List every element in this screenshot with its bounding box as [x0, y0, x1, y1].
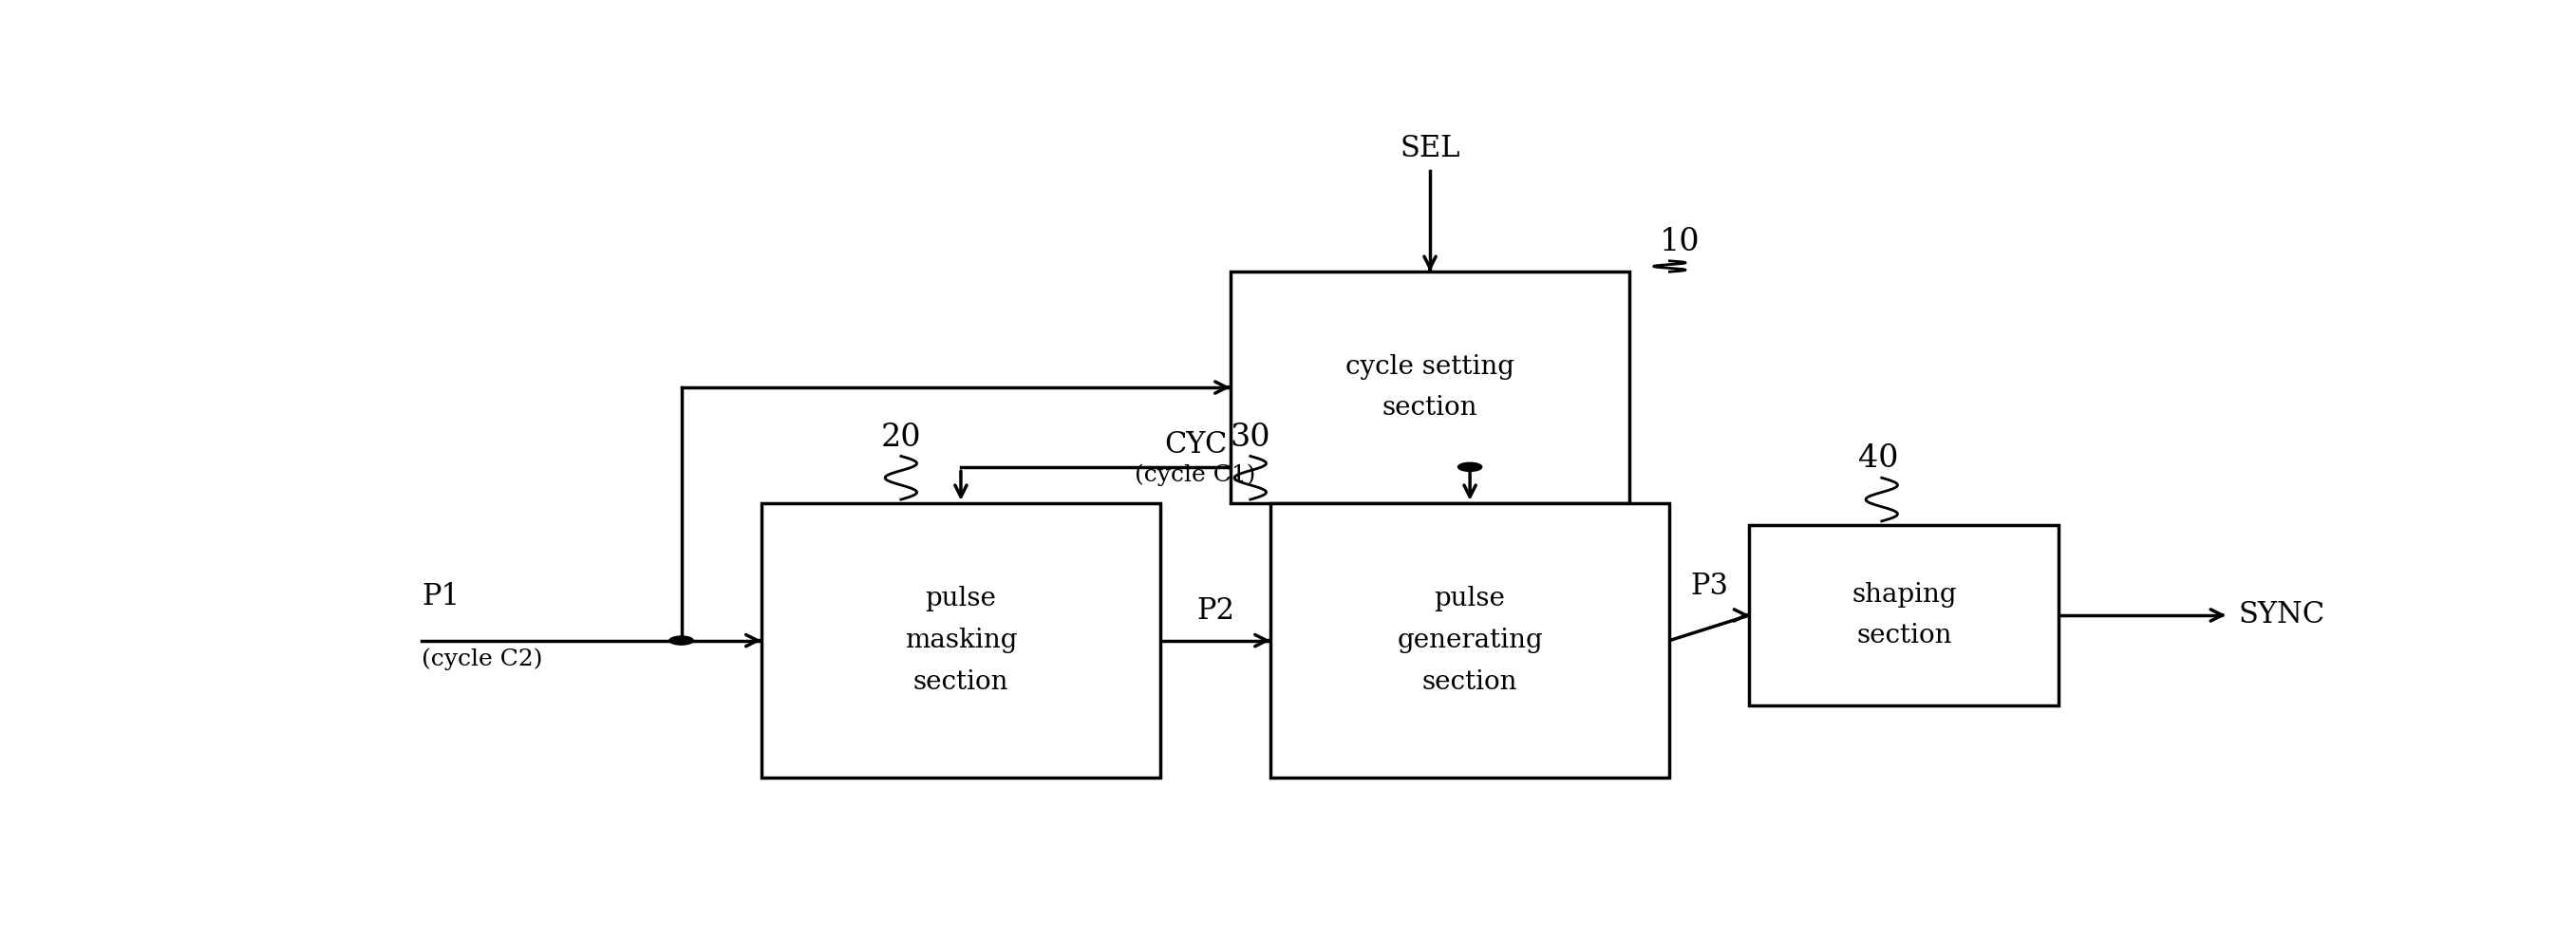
Text: 20: 20	[881, 423, 922, 453]
Text: 40: 40	[1857, 444, 1899, 474]
Text: cycle setting
section: cycle setting section	[1345, 354, 1515, 421]
Circle shape	[1458, 463, 1481, 471]
Text: 30: 30	[1231, 423, 1270, 453]
Circle shape	[670, 636, 693, 645]
Text: pulse
generating
section: pulse generating section	[1396, 586, 1543, 695]
Text: CYC: CYC	[1164, 430, 1226, 460]
Text: P3: P3	[1690, 571, 1728, 601]
Bar	[1270, 503, 1669, 777]
Text: SEL: SEL	[1399, 134, 1461, 163]
Text: SYNC: SYNC	[2239, 600, 2326, 630]
Bar	[1231, 271, 1631, 503]
Text: pulse
masking
section: pulse masking section	[904, 586, 1018, 695]
Text: 10: 10	[1659, 227, 1700, 257]
Text: P2: P2	[1195, 596, 1234, 626]
Text: (cycle C2): (cycle C2)	[422, 648, 544, 670]
Bar	[1749, 525, 2058, 705]
Text: shaping
section: shaping section	[1852, 581, 1958, 649]
Text: (cycle C1): (cycle C1)	[1136, 463, 1257, 485]
Bar	[762, 503, 1162, 777]
Text: P1: P1	[422, 582, 459, 611]
